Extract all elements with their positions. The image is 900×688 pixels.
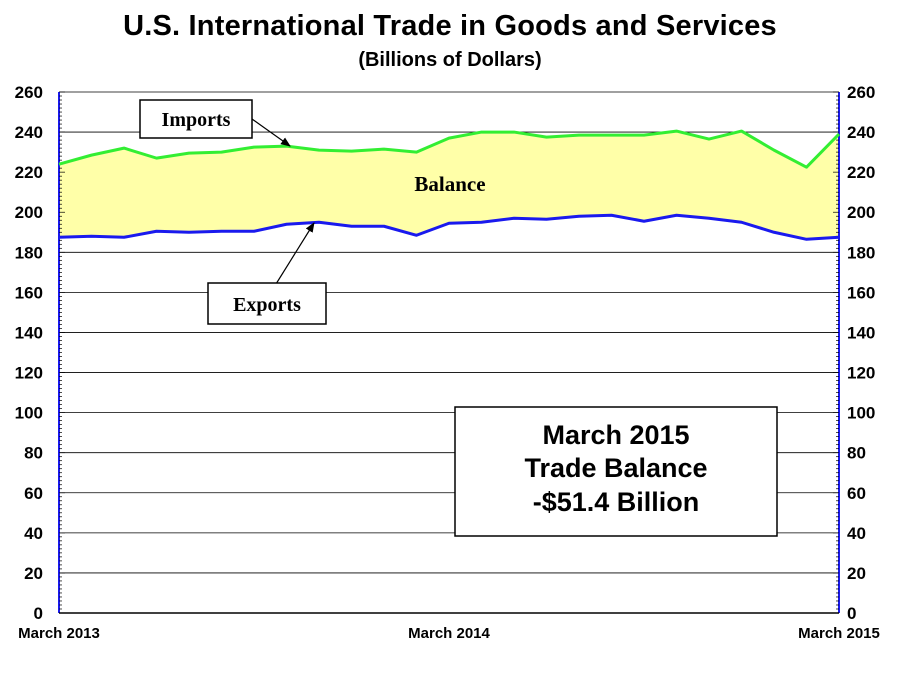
y-tick-label-right: 100 bbox=[847, 404, 875, 423]
y-tick-label-left: 0 bbox=[34, 604, 43, 623]
x-tick-label: March 2015 bbox=[798, 625, 880, 642]
y-tick-label-right: 60 bbox=[847, 484, 866, 503]
exports-label-box bbox=[207, 282, 327, 325]
y-axis-right-ticks: 0 20 40 60 80 100 120 140 160 180 200 220 240 260 bbox=[847, 83, 875, 623]
imports-label-box bbox=[139, 99, 253, 139]
x-tick-label: March 2014 bbox=[408, 625, 490, 642]
y-tick-label-right: 220 bbox=[847, 163, 875, 182]
chart-title: U.S. International Trade in Goods and Se… bbox=[123, 10, 777, 42]
x-tick-label: March 2013 bbox=[18, 625, 100, 642]
y-tick-label-left: 60 bbox=[24, 484, 43, 503]
exports-label: Exports bbox=[233, 294, 301, 316]
y-tick-label-left: 100 bbox=[15, 404, 43, 423]
y-tick-label-right: 140 bbox=[847, 323, 875, 342]
imports-callout-arrow bbox=[251, 118, 291, 147]
imports-label: Imports bbox=[162, 109, 231, 131]
y-tick-label-right: 80 bbox=[847, 444, 866, 463]
chart-subtitle: (Billions of Dollars) bbox=[358, 49, 542, 71]
y-tick-label-left: 260 bbox=[15, 83, 43, 102]
y-tick-label-left: 180 bbox=[15, 243, 43, 262]
y-tick-label-left: 220 bbox=[15, 163, 43, 182]
y-tick-label-right: 260 bbox=[847, 83, 875, 102]
exports-callout-arrow bbox=[275, 222, 315, 285]
y-axis-left-ticks: 0 20 40 60 80 100 120 140 160 180 200 220 240 260 bbox=[15, 83, 43, 623]
y-tick-label-left: 120 bbox=[15, 364, 43, 383]
y-tick-label-right: 20 bbox=[847, 564, 866, 583]
balance-label: Balance bbox=[414, 172, 485, 196]
exports-series-line bbox=[58, 213, 840, 241]
y-tick-label-left: 240 bbox=[15, 123, 43, 142]
y-tick-label-left: 140 bbox=[15, 323, 43, 342]
y-tick-label-right: 120 bbox=[847, 364, 875, 383]
x-axis-ticks: March 2013 March 2014 March 2015 bbox=[18, 625, 880, 642]
y-tick-label-right: 180 bbox=[847, 243, 875, 262]
balance-area bbox=[59, 131, 839, 240]
axes bbox=[58, 91, 840, 614]
y-tick-label-left: 40 bbox=[24, 524, 43, 543]
y-tick-label-left: 20 bbox=[24, 564, 43, 583]
imports-series-line bbox=[58, 129, 841, 169]
y-tick-label-left: 200 bbox=[15, 203, 43, 222]
y-tick-label-left: 80 bbox=[24, 444, 43, 463]
y-tick-label-right: 240 bbox=[847, 123, 875, 142]
y-tick-label-right: 200 bbox=[847, 203, 875, 222]
y-tick-label-right: 160 bbox=[847, 283, 875, 302]
y-tick-label-left: 160 bbox=[15, 283, 43, 302]
info-box-line-1: March 2015 bbox=[542, 420, 689, 450]
trade-balance-box bbox=[454, 406, 778, 537]
y-tick-label-right: 0 bbox=[847, 604, 856, 623]
y-tick-label-right: 40 bbox=[847, 524, 866, 543]
info-box-line-3: -$51.4 Billion bbox=[533, 487, 700, 517]
info-box-line-2: Trade Balance bbox=[524, 453, 707, 483]
